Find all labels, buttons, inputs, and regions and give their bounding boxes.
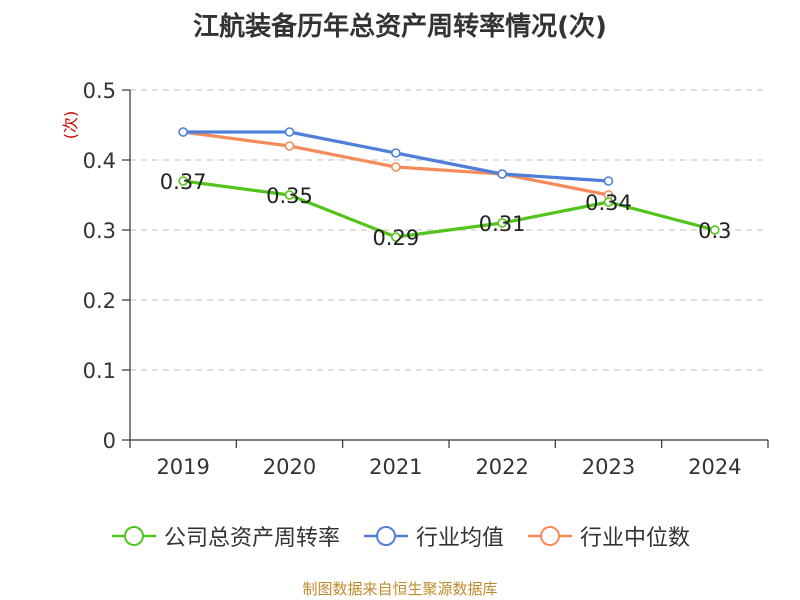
x-tick-label: 2023	[582, 455, 635, 479]
data-point	[603, 176, 614, 186]
data-label: 0.35	[266, 184, 313, 208]
y-tick-label: 0	[103, 429, 116, 453]
series-line	[182, 179, 716, 239]
x-tick-label: 2020	[263, 455, 316, 479]
legend: 公司总资产周转率 行业均值 行业中位数	[0, 520, 800, 552]
y-tick-label: 0.5	[83, 79, 116, 103]
data-label: 0.34	[585, 191, 632, 215]
legend-label: 行业中位数	[580, 526, 691, 551]
data-label: 0.3	[698, 219, 731, 243]
x-tick-label: 2021	[369, 455, 422, 479]
legend-marker	[123, 526, 144, 546]
legend-item[interactable]: 行业中位数	[526, 520, 690, 552]
x-tick-label: 2019	[156, 455, 209, 479]
data-point	[497, 169, 507, 179]
x-tick-label: 2022	[475, 455, 528, 479]
axes: 0 0.1 0.2 0.3 0.4 0.5 2019 2020 2021 2022 2023 2024…	[61, 79, 769, 479]
data-point	[603, 197, 614, 207]
legend-label: 行业均值	[415, 526, 504, 551]
data-point	[497, 218, 507, 228]
data-point	[178, 127, 188, 137]
y-axis-label: (次)	[61, 111, 80, 140]
y-tick-label: 0.1	[83, 359, 116, 383]
legend-label: 公司总资产周转率	[163, 526, 340, 551]
y-tick-label: 0.4	[83, 149, 116, 173]
data-label: 0.29	[372, 226, 419, 250]
source-note: 制图数据来自恒生聚源数据库	[302, 580, 498, 598]
chart-title: 江航装备历年总资产周转率情况(次)	[193, 12, 607, 42]
data-label: 0.37	[160, 170, 207, 194]
data-point	[710, 225, 720, 235]
data-point	[391, 232, 401, 242]
y-tick-label: 0.2	[83, 289, 116, 313]
legend-item[interactable]: 行业均值	[362, 520, 504, 552]
legend-swatch-icon	[528, 526, 572, 546]
data-point	[284, 127, 295, 137]
series-lines	[178, 127, 720, 242]
data-point	[391, 162, 401, 172]
legend-marker	[540, 526, 560, 546]
data-point	[178, 176, 188, 186]
data-point	[284, 190, 295, 200]
data-point	[391, 148, 401, 158]
data-label: 0.31	[479, 212, 526, 236]
y-tick-label: 0.3	[83, 219, 116, 243]
legend-marker	[375, 526, 396, 546]
data-point	[284, 141, 295, 151]
legend-item[interactable]: 公司总资产周转率	[110, 520, 340, 552]
x-tick-label: 2024	[688, 455, 741, 479]
data-labels: 0.37 0.35 0.29 0.31 0.34 0.3	[160, 170, 732, 250]
legend-swatch-icon	[111, 526, 156, 546]
legend-swatch-icon	[363, 526, 408, 546]
